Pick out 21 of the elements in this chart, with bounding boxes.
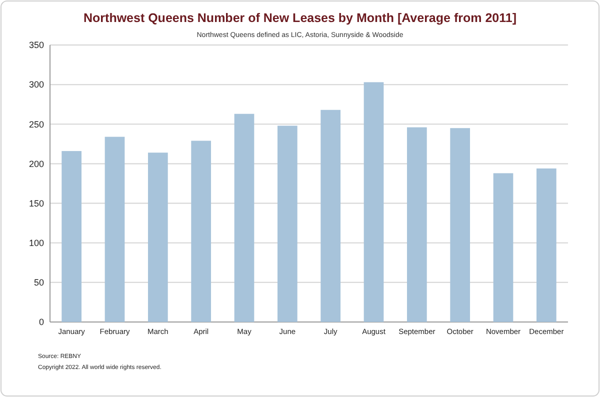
- bar: [277, 126, 298, 322]
- y-tick-label: 350: [28, 40, 44, 50]
- y-tick-label: 100: [28, 238, 44, 248]
- bar: [364, 82, 384, 322]
- bar: [104, 136, 125, 322]
- bar: [493, 173, 514, 322]
- bar: [320, 110, 341, 322]
- y-tick-label: 200: [28, 158, 44, 169]
- bar: [406, 127, 427, 322]
- bar: [191, 140, 212, 322]
- chart-title: Northwest Queens Number of New Leases by Month [Average from 2011]: [84, 11, 516, 25]
- bar: [148, 152, 168, 322]
- y-tick-label: 250: [28, 119, 44, 130]
- y-tick-label: 50: [34, 278, 44, 288]
- y-tick-label: 300: [28, 80, 44, 90]
- y-tick-label: 0: [38, 317, 44, 328]
- bar: [536, 168, 556, 322]
- bar: [450, 128, 470, 322]
- bar: [234, 114, 254, 322]
- bar: [62, 151, 82, 322]
- y-tick-label: 150: [28, 198, 44, 208]
